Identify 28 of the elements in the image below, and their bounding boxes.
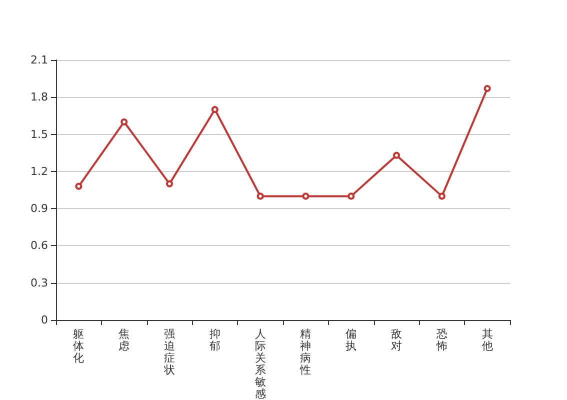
x-tick-label: 人际关系敏感 [254,328,266,400]
y-tick-label: 1.8 [30,90,48,104]
point [393,152,400,159]
y-tick-label: 1.2 [30,164,48,178]
y-tick-label: 0 [41,314,48,326]
y-tick-label: 0.3 [30,276,48,290]
x-tick-label: 偏执 [346,328,357,352]
y-tick-label: 0.6 [30,239,48,252]
x-tick-label: 精神病性 [299,328,312,376]
point [166,180,173,188]
point [256,192,264,200]
point [211,106,218,114]
x-tick-label: 强迫症状 [163,328,175,376]
point [438,192,446,200]
y-tick-label: 1.5 [30,128,48,141]
x-tick-label: 敌对 [391,328,402,352]
x-tick-label: 恐怖 [435,328,448,352]
x-tick-label: 焦虑 [118,328,130,352]
x-tick-label: 其他 [482,328,493,352]
point [120,118,128,126]
point [75,182,82,190]
x-tick-label: 抑郁 [209,328,220,352]
y-tick-label: 2.1 [30,54,48,66]
x-tick-label: 躯体化 [73,328,84,364]
point [348,192,355,200]
point [302,192,310,200]
y-tick-label: 0.9 [30,202,48,216]
point [484,84,491,92]
